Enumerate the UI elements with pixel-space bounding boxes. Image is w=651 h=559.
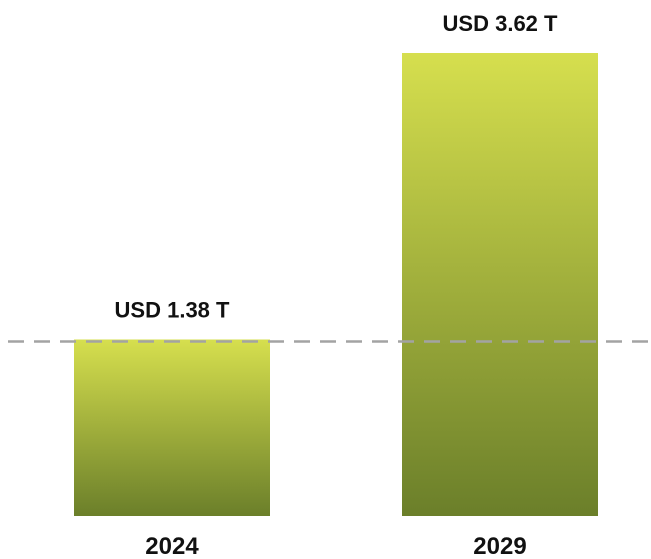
category-label-2024: 2024 xyxy=(145,533,199,559)
bar-2029 xyxy=(402,53,598,516)
bar-2024 xyxy=(74,339,270,516)
data-label-2029: USD 3.62 T xyxy=(443,11,558,36)
data-label-2024: USD 1.38 T xyxy=(115,297,230,322)
bars-layer xyxy=(74,53,598,516)
labels-layer: USD 1.38 T 2024 USD 3.62 T 2029 xyxy=(115,11,558,559)
category-label-2029: 2029 xyxy=(473,533,526,559)
